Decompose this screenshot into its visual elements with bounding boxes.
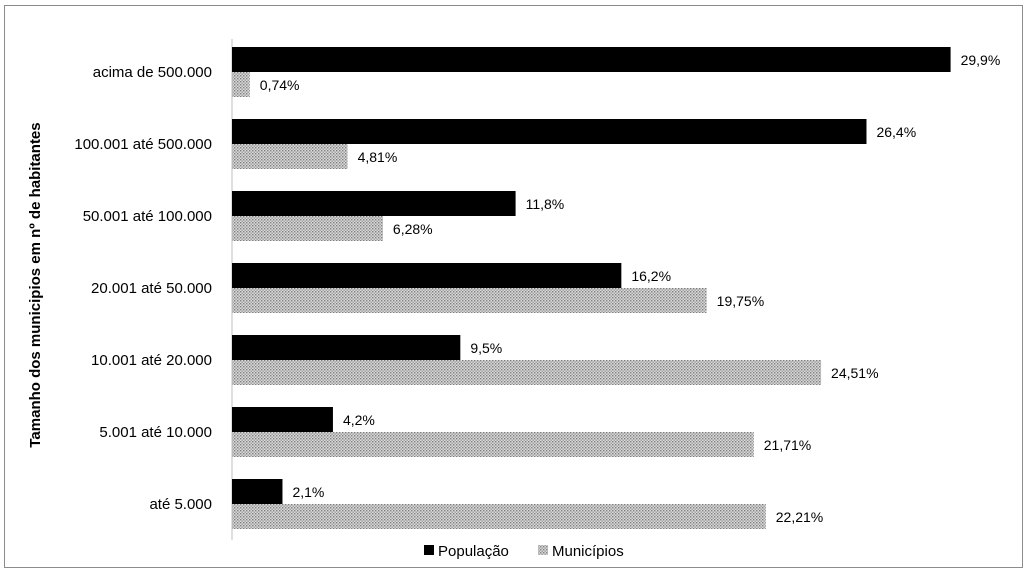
bar-populacao bbox=[232, 119, 867, 144]
data-label-populacao: 26,4% bbox=[876, 124, 916, 140]
category-label: 5.001 até 10.000 bbox=[99, 424, 212, 441]
bar-populacao bbox=[232, 407, 333, 432]
bar-municipios bbox=[232, 216, 383, 241]
bar-municipios bbox=[232, 288, 707, 313]
data-label-populacao: 16,2% bbox=[631, 268, 671, 284]
category-label: até 5.000 bbox=[149, 496, 212, 513]
legend: População Municípios bbox=[424, 543, 624, 560]
bar-municipios bbox=[232, 504, 766, 529]
category-label: 20.001 até 50.000 bbox=[91, 280, 212, 297]
bar-populacao bbox=[232, 191, 516, 216]
y-axis-title: Tamanho dos municipios em nº de habitant… bbox=[27, 122, 44, 447]
bar-municipios bbox=[232, 360, 822, 385]
bar-populacao bbox=[232, 263, 622, 288]
bar-populacao bbox=[232, 479, 283, 504]
data-label-municipios: 19,75% bbox=[717, 293, 764, 309]
data-label-municipios: 21,71% bbox=[764, 437, 811, 453]
data-label-municipios: 0,74% bbox=[260, 77, 300, 93]
bar-municipios bbox=[232, 144, 348, 169]
data-label-populacao: 9,5% bbox=[470, 340, 502, 356]
bar-populacao bbox=[232, 335, 461, 360]
bar-municipios bbox=[232, 432, 754, 457]
category-label: 10.001 até 20.000 bbox=[91, 352, 212, 369]
legend-swatch-populacao bbox=[424, 545, 434, 555]
category-label: 50.001 até 100.000 bbox=[83, 208, 212, 225]
category-label: 100.001 até 500.000 bbox=[74, 136, 212, 153]
data-label-populacao: 29,9% bbox=[961, 52, 1001, 68]
legend-label-populacao: População bbox=[438, 543, 509, 560]
category-label: acima de 500.000 bbox=[93, 64, 212, 81]
data-label-populacao: 11,8% bbox=[526, 196, 565, 212]
bar-municipios bbox=[232, 72, 250, 97]
data-label-populacao: 4,2% bbox=[343, 412, 375, 428]
legend-label-municipios: Municípios bbox=[552, 543, 624, 560]
bar-populacao bbox=[232, 47, 951, 72]
data-label-municipios: 6,28% bbox=[393, 221, 433, 237]
data-label-populacao: 2,1% bbox=[292, 484, 324, 500]
data-label-municipios: 4,81% bbox=[358, 149, 398, 165]
legend-swatch-municipios bbox=[538, 545, 548, 555]
data-label-municipios: 24,51% bbox=[831, 365, 878, 381]
data-label-municipios: 22,21% bbox=[776, 509, 823, 525]
chart-frame bbox=[4, 5, 1023, 568]
